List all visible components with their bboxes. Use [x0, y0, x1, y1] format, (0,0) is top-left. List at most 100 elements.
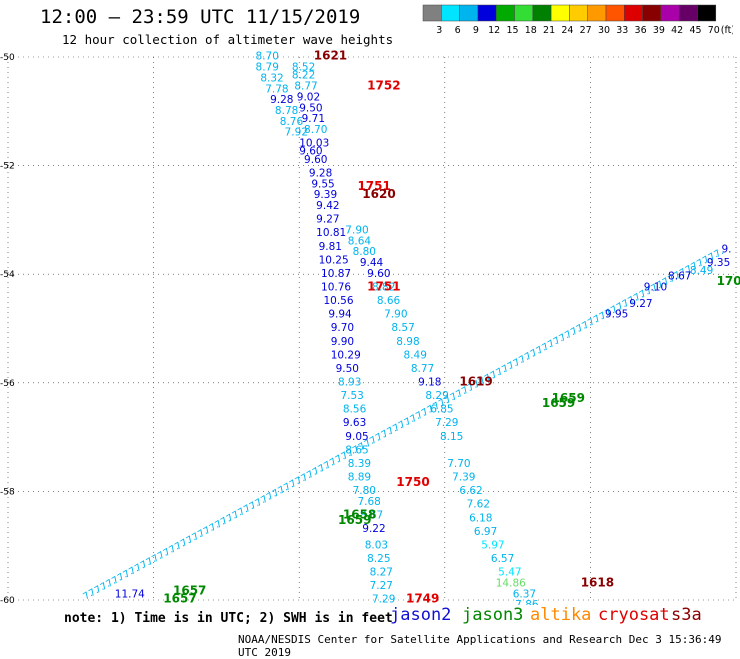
wave-height-value: 8.32: [260, 72, 283, 84]
wave-height-value: 9.60: [367, 268, 390, 280]
colorbar-label: 70: [708, 25, 720, 36]
wave-height-value: 8.77: [411, 363, 434, 375]
wave-height-value: 7.86: [515, 599, 539, 605]
pass-time-label: 1619: [459, 375, 492, 389]
wave-height-value: 8.03: [365, 539, 388, 551]
altimeter-map: 90939699102105-50-52-54-56-58-607.7.7.7.…: [0, 49, 740, 605]
wave-height-value: 9.90: [331, 336, 354, 348]
wave-height-value: 7.62: [467, 499, 490, 511]
wave-height-value: 8.70: [256, 51, 279, 63]
pass-time-label: 1659: [552, 391, 585, 405]
satellite-legend-jason2: jason2: [390, 605, 452, 625]
wave-height-value: 9.22: [362, 523, 385, 535]
wave-height-value: 9.02: [297, 91, 320, 103]
wave-height-value: 9.60: [304, 154, 327, 166]
satellite-legend-cryosat: cryosat: [598, 605, 670, 625]
wave-height-value: 7.29: [372, 594, 395, 605]
wave-height-value: 8.89: [348, 472, 371, 484]
wave-height-value: 9.18: [418, 377, 441, 389]
wave-height-value: 6.85: [430, 404, 453, 416]
pass-time-label: 1658: [343, 508, 376, 522]
pass-time-label: 1659: [542, 396, 575, 410]
wave-height-value: 8.76: [280, 116, 304, 128]
wave-height-value: 9.81: [319, 241, 342, 253]
wave-height-value: 10.81: [316, 227, 346, 239]
ascending-track-marks: 7.7.7.7.7.7.7.7.7.7.7.7.7.7.7.7.7.7.7.7.…: [81, 246, 726, 602]
wave-height-value: 8.80: [353, 246, 376, 258]
wave-height-value: 8.57: [391, 322, 414, 334]
wave-height-value: 9.63: [343, 417, 366, 429]
pass-time-label: 1620: [362, 187, 395, 201]
wave-height-value: 7.90: [384, 309, 407, 321]
y-tick-label: -60: [0, 596, 15, 605]
wave-height-value: 8.78: [275, 105, 298, 117]
wave-height-value: 8.67: [668, 271, 691, 283]
colorbar-label: 3: [436, 25, 442, 36]
colorbar-label: 45: [689, 25, 701, 36]
pass-time-label: 1659: [338, 513, 371, 527]
colorbar-label: 9: [473, 25, 479, 36]
wave-height-value: 9.42: [316, 200, 339, 212]
wave-height-value: 6.18: [469, 512, 492, 524]
wave-height-value: 9.44: [360, 257, 384, 269]
colorbar-label: 15: [506, 25, 518, 36]
wave-height-value: 8.82: [372, 281, 395, 293]
wave-height-value: 9.95: [605, 309, 628, 321]
wave-height-value: 9.10: [644, 281, 667, 293]
wave-height-value: 8.98: [396, 336, 419, 348]
wave-height-value: 9.50: [336, 363, 359, 375]
wave-height-value: 9.55: [311, 178, 334, 190]
colorbar-label: 36: [635, 25, 647, 36]
pass-time-label: 1751: [367, 279, 400, 293]
wave-height-value: 8.49: [404, 349, 427, 361]
colorbar-label: 12: [488, 25, 500, 36]
wave-height-value: 8.27: [370, 567, 393, 579]
wave-height-value: 9.60: [299, 146, 322, 158]
wave-height-value: 5.47: [498, 567, 521, 579]
wave-height-value: 7.80: [353, 485, 376, 497]
wave-height-value: 8.25: [367, 553, 390, 565]
wave-height-value: 7.29: [435, 417, 458, 429]
wave-height-value: 8.79: [256, 62, 279, 74]
wave-height-value: 8.65: [345, 444, 368, 456]
pass-time-label: 1750: [396, 475, 429, 489]
satellite-legend-altika: altika: [530, 605, 592, 625]
colorbar-label: 18: [525, 25, 537, 36]
pass-time-label: 170: [717, 274, 740, 288]
wave-height-value: 9.50: [299, 102, 322, 114]
wave-height-value: 8.64: [348, 235, 372, 247]
colorbar-label: 24: [561, 25, 573, 36]
wave-height-value: 7.68: [357, 496, 380, 508]
wave-height-value: 7.39: [452, 472, 475, 484]
wave-height-value: 6.62: [459, 485, 482, 497]
wave-height-value: 8.49: [690, 265, 713, 277]
wave-height-value: 9.39: [314, 189, 337, 201]
wave-height-value: 8.66: [377, 295, 401, 307]
wave-height-value: 14.86: [496, 577, 526, 589]
pass-time-label: 1751: [357, 179, 390, 193]
colorbar-label: 42: [671, 25, 683, 36]
wave-height-value: 8.70: [304, 124, 327, 136]
wave-height-value: 9.05: [345, 431, 368, 443]
wave-height-value: 9.94: [328, 309, 352, 321]
colorbar-swatch: [697, 4, 717, 22]
wave-height-value: 7.78: [265, 83, 288, 95]
wave-height-value: 8.77: [294, 81, 317, 93]
colorbar-unit: (ft): [721, 25, 733, 36]
wave-height-value: 7.92: [285, 127, 308, 139]
wave-height-value: 9.71: [302, 113, 325, 125]
wave-height-value: 6.97: [474, 526, 497, 538]
note-text: note: 1) Time is in UTC; 2) SWH is in fe…: [64, 611, 393, 626]
wave-height-value: 7.70: [447, 458, 470, 470]
pass-time-label: 1752: [367, 79, 400, 93]
satellite-legend-jason3: jason3: [462, 605, 524, 625]
wave-height-value: 11.74: [115, 588, 145, 600]
wave-height-value: 8.39: [348, 458, 371, 470]
y-tick-label: -50: [0, 53, 15, 63]
wave-height-value: 10.76: [321, 281, 351, 293]
pass-time-label: 1657: [163, 592, 196, 605]
pass-time-label: 1749: [406, 592, 439, 605]
wave-height-value: 8.52: [292, 62, 315, 74]
colorbar-label: 27: [580, 25, 592, 36]
